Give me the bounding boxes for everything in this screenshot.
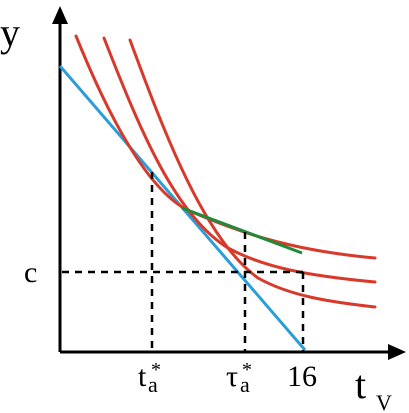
x-axis-arrow (388, 344, 406, 360)
indifference-curves (74, 34, 377, 309)
green-segment (181, 206, 303, 255)
curve-middle (102, 36, 377, 284)
curve-upper (128, 38, 377, 309)
axes (52, 6, 406, 360)
label-t-a-star-sub: a (148, 372, 158, 397)
guide-lines (62, 172, 305, 352)
x-axis-label-subscript: V (376, 390, 392, 413)
y-axis-arrow (52, 6, 68, 24)
label-tau-a-star-sup: * (242, 359, 252, 381)
y-axis-label: y (0, 10, 20, 55)
label-tau-a-star-sub: a (240, 372, 250, 397)
label-t-a-star-sup: * (151, 359, 161, 381)
label-tau-a-star-main: τ (226, 360, 238, 393)
x-axis-label-main: t (355, 362, 366, 407)
label-c: c (24, 256, 37, 289)
label-sixteen: 16 (287, 360, 317, 393)
label-t-a-star-main: t (138, 360, 147, 393)
x-axis-label: t (355, 362, 366, 407)
